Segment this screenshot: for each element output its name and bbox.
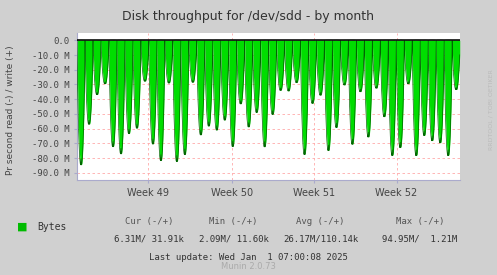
Text: Cur (-/+): Cur (-/+): [125, 217, 173, 226]
Text: ■: ■: [17, 222, 28, 232]
Text: Munin 2.0.73: Munin 2.0.73: [221, 262, 276, 271]
Text: 6.31M/ 31.91k: 6.31M/ 31.91k: [114, 235, 184, 244]
Text: Max (-/+): Max (-/+): [396, 217, 444, 226]
Text: 94.95M/  1.21M: 94.95M/ 1.21M: [382, 235, 458, 244]
Text: 26.17M/110.14k: 26.17M/110.14k: [283, 235, 358, 244]
Text: Last update: Wed Jan  1 07:00:08 2025: Last update: Wed Jan 1 07:00:08 2025: [149, 253, 348, 262]
Text: Disk throughput for /dev/sdd - by month: Disk throughput for /dev/sdd - by month: [122, 10, 375, 23]
Text: Pr second read (-) / write (+): Pr second read (-) / write (+): [6, 45, 15, 175]
Text: Bytes: Bytes: [37, 222, 67, 232]
Text: RRDTOOL / TOBI OETIKER: RRDTOOL / TOBI OETIKER: [488, 70, 493, 150]
Text: 2.09M/ 11.60k: 2.09M/ 11.60k: [199, 235, 268, 244]
Text: Min (-/+): Min (-/+): [209, 217, 258, 226]
Text: Avg (-/+): Avg (-/+): [296, 217, 345, 226]
